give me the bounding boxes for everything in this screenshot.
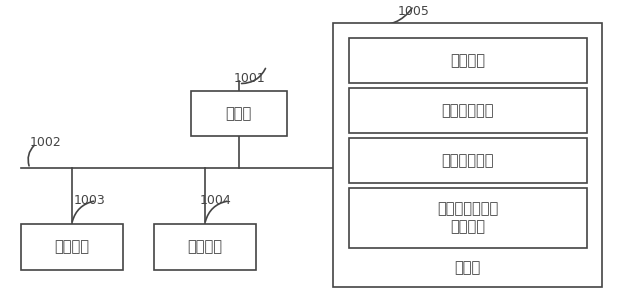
Bar <box>349 188 587 248</box>
Text: 用户接口模块: 用户接口模块 <box>442 153 494 168</box>
Text: 1001: 1001 <box>234 72 266 85</box>
Bar <box>333 23 602 287</box>
Text: 1002: 1002 <box>30 136 62 149</box>
Text: 处理器: 处理器 <box>226 106 252 121</box>
Text: 操作系统: 操作系统 <box>450 53 485 68</box>
Text: 1003: 1003 <box>74 194 105 206</box>
Text: 扩音设备的喸叫
抑制程序: 扩音设备的喸叫 抑制程序 <box>437 201 498 234</box>
Text: 1005: 1005 <box>398 5 430 17</box>
Bar <box>349 88 587 133</box>
Text: 存储器: 存储器 <box>455 261 481 276</box>
Text: 网络通信模块: 网络通信模块 <box>442 103 494 118</box>
Text: 1004: 1004 <box>200 194 232 206</box>
Bar <box>191 91 287 136</box>
Text: 用户接口: 用户接口 <box>54 239 89 254</box>
Bar <box>349 38 587 83</box>
Bar <box>154 224 256 270</box>
Bar <box>21 224 123 270</box>
Text: 网络接口: 网络接口 <box>188 239 222 254</box>
Bar <box>349 138 587 183</box>
